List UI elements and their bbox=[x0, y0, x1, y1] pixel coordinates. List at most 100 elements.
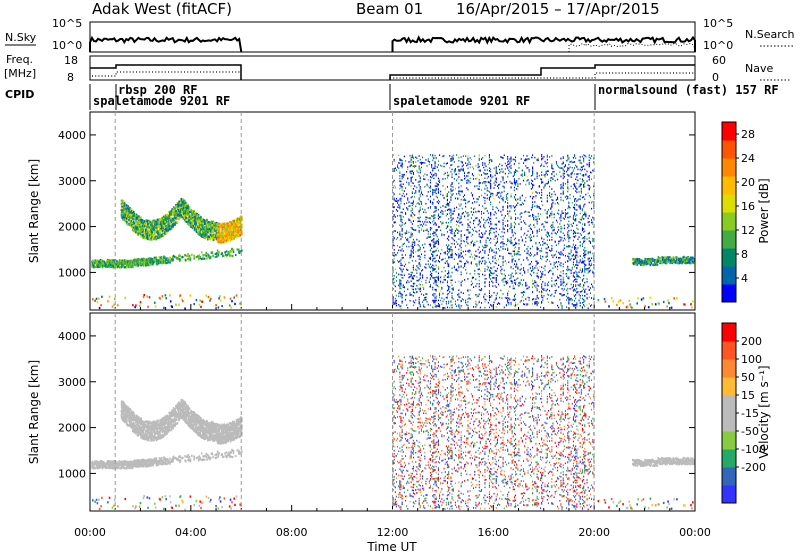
range-cell bbox=[478, 268, 480, 270]
range-cell bbox=[450, 197, 452, 199]
range-cell bbox=[478, 256, 480, 258]
range-cell bbox=[406, 230, 408, 232]
range-cell bbox=[173, 216, 176, 219]
range-cell bbox=[510, 236, 512, 239]
range-cell bbox=[392, 260, 394, 263]
range-cell bbox=[401, 230, 403, 232]
range-cell bbox=[442, 222, 444, 224]
range-cell bbox=[412, 255, 414, 258]
range-cell bbox=[446, 162, 448, 164]
range-cell bbox=[482, 164, 484, 166]
range-cell bbox=[212, 227, 214, 230]
range-cell bbox=[456, 179, 458, 182]
range-cell bbox=[397, 237, 399, 239]
range-cell bbox=[511, 182, 513, 185]
range-cell bbox=[232, 248, 235, 252]
range-cell bbox=[465, 205, 467, 208]
range-cell bbox=[420, 201, 422, 203]
range-cell bbox=[452, 238, 454, 241]
range-cell bbox=[493, 213, 495, 216]
range-cell bbox=[495, 172, 497, 174]
range-cell bbox=[410, 285, 412, 287]
range-cell bbox=[219, 232, 222, 235]
range-cell bbox=[400, 264, 402, 267]
range-cell bbox=[494, 236, 496, 238]
range-cell bbox=[450, 275, 452, 277]
range-cell bbox=[478, 293, 480, 296]
range-cell bbox=[448, 256, 450, 258]
range-cell bbox=[476, 185, 478, 187]
range-cell bbox=[478, 300, 480, 302]
range-cell bbox=[448, 191, 450, 193]
range-cell bbox=[420, 166, 422, 169]
range-cell bbox=[180, 199, 183, 202]
range-cell bbox=[207, 254, 210, 257]
range-cell bbox=[140, 235, 142, 238]
range-cell bbox=[459, 194, 461, 196]
range-cell bbox=[467, 159, 469, 162]
range-cell bbox=[434, 191, 436, 193]
range-cell bbox=[465, 269, 467, 271]
range-cell bbox=[403, 155, 405, 158]
range-cell bbox=[440, 252, 442, 255]
range-cell bbox=[491, 280, 493, 283]
range-cell bbox=[452, 288, 454, 291]
range-cell bbox=[401, 195, 403, 197]
range-cell bbox=[452, 186, 454, 188]
range-cell bbox=[467, 182, 469, 184]
range-cell bbox=[483, 212, 485, 214]
range-cell bbox=[399, 224, 401, 226]
range-cell bbox=[418, 155, 420, 157]
range-cell bbox=[484, 298, 486, 301]
range-cell bbox=[470, 235, 472, 238]
range-cell bbox=[410, 202, 412, 204]
range-cell bbox=[393, 277, 395, 280]
range-cell bbox=[392, 203, 394, 205]
range-cell bbox=[475, 300, 477, 303]
range-cell bbox=[399, 283, 401, 285]
range-cell bbox=[406, 304, 408, 306]
range-cell bbox=[509, 205, 511, 207]
range-cell bbox=[513, 226, 515, 229]
range-cell bbox=[456, 224, 458, 226]
range-cell bbox=[451, 168, 453, 171]
range-cell bbox=[400, 273, 402, 276]
range-cell bbox=[422, 269, 424, 271]
range-cell bbox=[411, 212, 413, 214]
range-cell bbox=[460, 238, 462, 240]
range-cell bbox=[509, 158, 511, 160]
range-cell bbox=[101, 295, 103, 298]
range-cell bbox=[148, 238, 150, 241]
range-cell bbox=[216, 222, 219, 225]
range-cell bbox=[509, 285, 511, 288]
range-cell bbox=[451, 232, 453, 235]
range-cell bbox=[419, 200, 421, 203]
range-cell bbox=[436, 166, 438, 168]
range-cell bbox=[418, 210, 420, 212]
range-cell bbox=[155, 256, 158, 259]
range-cell bbox=[490, 262, 492, 265]
range-cell bbox=[483, 295, 485, 298]
range-cell bbox=[479, 169, 481, 172]
range-cell bbox=[420, 224, 422, 226]
range-cell bbox=[137, 231, 139, 235]
range-cell bbox=[467, 201, 469, 204]
range-cell bbox=[137, 233, 139, 236]
range-cell bbox=[507, 296, 509, 299]
range-cell bbox=[475, 285, 477, 288]
range-cell bbox=[448, 263, 450, 265]
range-cell bbox=[194, 227, 197, 230]
range-cell bbox=[513, 294, 515, 297]
range-cell bbox=[509, 165, 511, 168]
range-cell bbox=[469, 181, 471, 184]
range-cell bbox=[504, 172, 506, 175]
range-cell bbox=[411, 277, 413, 279]
range-cell bbox=[467, 215, 469, 218]
range-cell bbox=[394, 302, 396, 305]
nsky-tick-bottom: 10^0 bbox=[52, 39, 82, 52]
range-cell bbox=[394, 300, 396, 302]
range-cell bbox=[403, 190, 405, 192]
range-cell bbox=[397, 252, 399, 254]
range-cell bbox=[464, 264, 466, 267]
range-cell bbox=[481, 302, 483, 304]
